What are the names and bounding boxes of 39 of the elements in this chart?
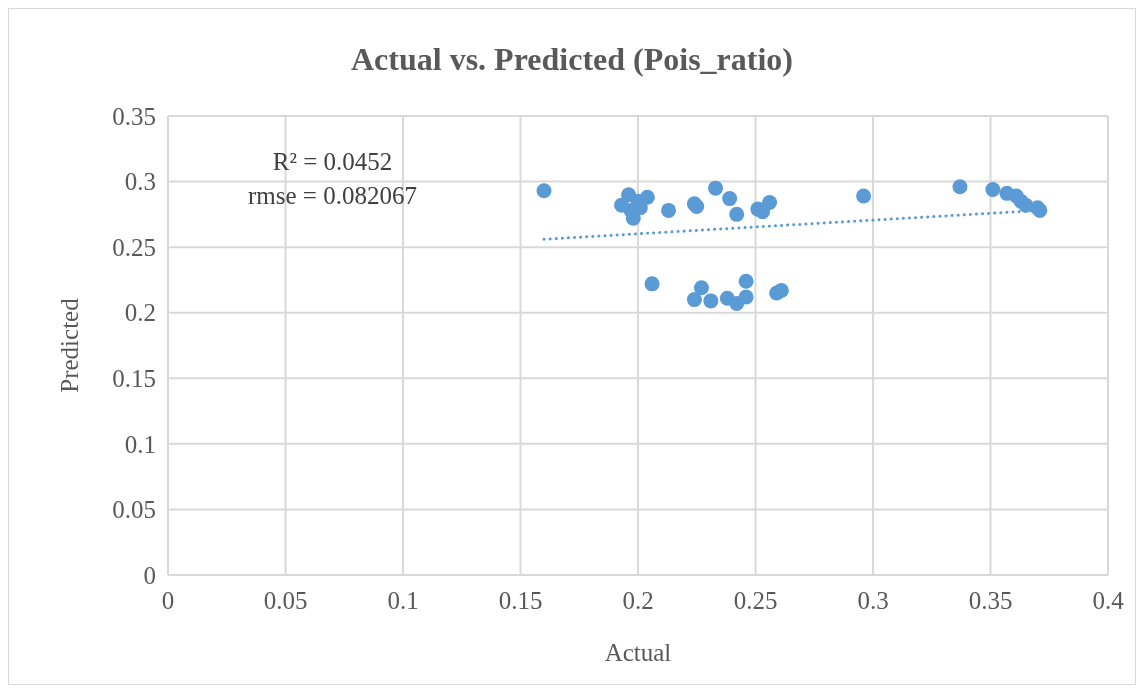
point: [708, 180, 724, 196]
y-tick-label: 0.1: [124, 430, 156, 458]
x-tick-label: 0.05: [263, 587, 308, 614]
point: [952, 179, 968, 195]
point: [773, 282, 789, 298]
y-tick-label: 0.05: [112, 496, 156, 524]
annotation: rmse = 0.082067: [248, 181, 417, 209]
point: [693, 280, 709, 296]
point: [722, 191, 738, 207]
point: [644, 276, 660, 292]
x-tick-label: 0: [161, 587, 175, 614]
y-tick-label: 0.3: [124, 168, 156, 196]
point: [661, 202, 677, 218]
point: [738, 289, 754, 305]
point: [856, 188, 872, 204]
y-tick-label: 0.2: [124, 299, 156, 327]
point: [762, 195, 778, 211]
x-tick-label: 0.35: [968, 587, 1013, 614]
point: [738, 273, 754, 289]
x-axis-title: Actual: [604, 639, 672, 666]
point: [639, 189, 655, 205]
y-tick-label: 0.15: [112, 365, 156, 393]
point: [536, 183, 552, 199]
point: [729, 206, 745, 222]
x-tick-label: 0.2: [622, 587, 654, 614]
x-tick-label: 0.4: [1092, 587, 1125, 614]
chart-title: Actual vs. Predicted (Pois_ratio): [351, 41, 793, 77]
x-tick-label: 0.1: [387, 587, 419, 614]
annotation: R² = 0.0452: [272, 147, 393, 175]
point: [985, 181, 1001, 197]
point: [686, 292, 702, 308]
y-axis-title: Predicted: [56, 297, 83, 393]
y-tick-label: 0.25: [112, 233, 156, 261]
x-tick-label: 0.3: [857, 587, 889, 614]
x-tick-label: 0.15: [498, 587, 543, 614]
y-tick-label: 0.35: [112, 102, 156, 130]
y-tick-label: 0: [143, 561, 156, 589]
point: [703, 293, 719, 309]
x-tick-label: 0.25: [733, 587, 778, 614]
